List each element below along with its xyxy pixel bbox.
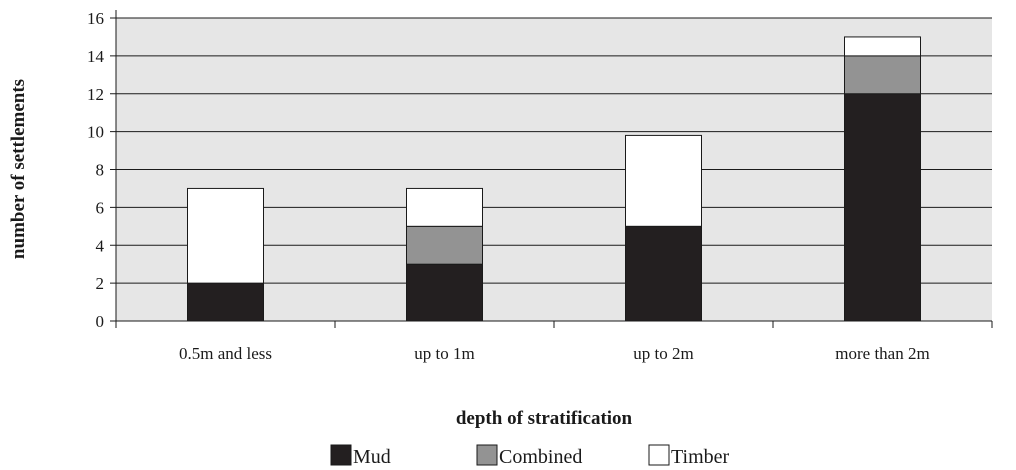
y-tick-label: 0 (96, 312, 105, 331)
legend-item-timber: Timber (648, 444, 730, 468)
y-axis-title: number of settlements (8, 79, 29, 259)
y-tick-labels: 0 2 4 6 8 10 12 14 16 (87, 9, 105, 331)
y-tick-label: 8 (96, 161, 105, 180)
legend-label: Timber (671, 446, 730, 468)
legend-item-combined: Combined (476, 444, 582, 468)
bar-segment-timber (406, 187, 483, 227)
y-tick-label: 16 (87, 9, 104, 28)
y-tick-label: 6 (96, 198, 105, 217)
bar-segment-combined (406, 225, 483, 265)
legend-label: Mud (353, 446, 391, 468)
y-tick-label: 14 (87, 47, 105, 66)
x-tick-label: up to 2m (633, 344, 693, 363)
y-tick-label: 10 (87, 123, 104, 142)
bar-segment-mud (406, 263, 483, 322)
x-tick-label: more than 2m (835, 344, 929, 363)
x-axis-title: depth of stratification (456, 408, 633, 429)
legend: Mud Combined Timber (330, 444, 730, 468)
legend-label: Combined (499, 446, 582, 468)
x-tick-labels: 0.5m and less up to 1m up to 2m more than 2… (179, 344, 930, 363)
x-tick-label: 0.5m and less (179, 344, 272, 363)
y-tick-label: 12 (87, 85, 104, 104)
legend-swatch (648, 444, 670, 466)
axes (110, 10, 993, 328)
legend-swatch (476, 444, 498, 466)
bar-segment-timber (625, 134, 702, 227)
bar-segment-timber (844, 36, 921, 57)
bar-segment-mud (844, 93, 921, 322)
bar-segment-timber (187, 187, 264, 284)
bar-segment-mud (187, 282, 264, 322)
x-tick-label: up to 1m (414, 344, 474, 363)
y-tick-label: 4 (96, 236, 105, 255)
legend-swatch (330, 444, 352, 466)
bar-segment-combined (844, 55, 921, 95)
y-tick-label: 2 (96, 274, 105, 293)
bars (187, 36, 921, 322)
bar-segment-mud (625, 225, 702, 322)
legend-item-mud: Mud (330, 444, 391, 468)
